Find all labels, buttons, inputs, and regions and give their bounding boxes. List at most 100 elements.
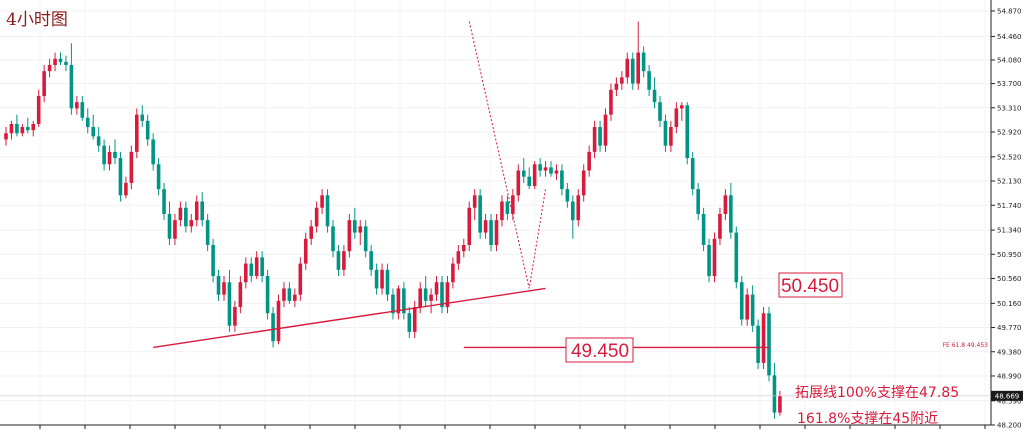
candle [276, 294, 281, 345]
candle-body [543, 167, 548, 171]
candle [423, 276, 428, 308]
candle-body [554, 170, 559, 174]
candle [745, 288, 749, 326]
candle [380, 263, 384, 295]
level-50450-label: 50.450 [781, 276, 839, 297]
candle [669, 120, 673, 152]
y-tick-label: 54.460 [997, 33, 1022, 41]
candle [385, 263, 390, 301]
candle [391, 288, 395, 320]
candle-body [707, 244, 711, 277]
candle [113, 139, 117, 165]
candle-body [456, 251, 461, 264]
candle-body [42, 71, 46, 97]
candle-body [565, 189, 570, 202]
candle [620, 71, 624, 90]
candle [685, 102, 690, 165]
candle-body [31, 123, 36, 131]
candle [625, 52, 630, 84]
candle [521, 158, 526, 183]
candle-body [756, 325, 760, 363]
candle-body [374, 269, 379, 289]
candle-body [363, 226, 368, 252]
candle-body [276, 300, 281, 342]
candle [543, 161, 548, 177]
candle-body [162, 189, 166, 214]
candle [690, 151, 695, 196]
candle [167, 201, 172, 245]
candle [571, 195, 575, 239]
candle-body [129, 151, 134, 183]
y-tick-label: 52.920 [997, 129, 1022, 137]
candle-body [336, 251, 341, 270]
candle [336, 244, 341, 277]
candle-body [402, 288, 406, 314]
candle-body [314, 207, 319, 227]
candle [58, 52, 63, 65]
candle-body [53, 58, 57, 65]
candle [75, 96, 79, 115]
candle [31, 120, 36, 137]
candle [729, 182, 733, 239]
candle [712, 232, 717, 283]
candle [418, 282, 422, 314]
candle-body [85, 117, 90, 128]
candle-body [140, 114, 145, 121]
y-tick-label: 50.950 [997, 251, 1022, 259]
candle-body [647, 71, 651, 90]
candle-body [581, 170, 586, 196]
candle-body [9, 123, 14, 134]
candle-body [271, 313, 275, 342]
candle [396, 285, 401, 320]
candle [592, 120, 597, 159]
candle-body [489, 220, 493, 245]
y-tick-label: 53.700 [997, 80, 1022, 88]
candle-body [189, 220, 194, 227]
candle [162, 182, 166, 221]
candle-body [745, 294, 749, 320]
candle [581, 164, 586, 202]
extension-1618-annotation: 161.8%支撑在45附近 [797, 411, 938, 427]
current-price-label: 48.669 [995, 392, 1020, 400]
candle [205, 213, 210, 252]
candle-body [505, 201, 510, 214]
candle-body [538, 164, 542, 171]
y-tick-label: 51.740 [997, 202, 1022, 210]
candle [527, 167, 531, 190]
candle [36, 89, 41, 128]
candle [358, 220, 363, 245]
candle-body [429, 294, 433, 301]
candle-body [527, 176, 531, 187]
candle-body [652, 89, 657, 103]
candle-body [331, 226, 335, 252]
candle-body [467, 207, 472, 245]
candle [440, 276, 444, 314]
candle [363, 220, 368, 258]
candle-body [609, 89, 613, 115]
chart-title: 4小时图 [6, 10, 68, 30]
candle-body [772, 375, 777, 413]
candle [407, 307, 412, 339]
candle-body [216, 276, 221, 295]
candle [96, 127, 101, 152]
candle-body [233, 307, 237, 326]
candle-body [641, 52, 646, 72]
candle-body [91, 127, 95, 137]
candle-body [396, 288, 401, 314]
candle-body [516, 170, 521, 196]
y-tick-label: 52.520 [997, 153, 1022, 161]
candle [680, 102, 684, 121]
candle [739, 276, 744, 326]
candle [9, 120, 14, 140]
candle-body [532, 164, 537, 187]
candle [298, 257, 303, 301]
candle-body [58, 58, 63, 62]
candle-body [625, 58, 630, 78]
candle-body [151, 139, 155, 165]
candle-body [669, 127, 673, 146]
candle-body [369, 251, 373, 270]
candle [151, 133, 155, 171]
candle [445, 276, 450, 314]
candle-body [342, 251, 346, 270]
candle [614, 77, 619, 97]
